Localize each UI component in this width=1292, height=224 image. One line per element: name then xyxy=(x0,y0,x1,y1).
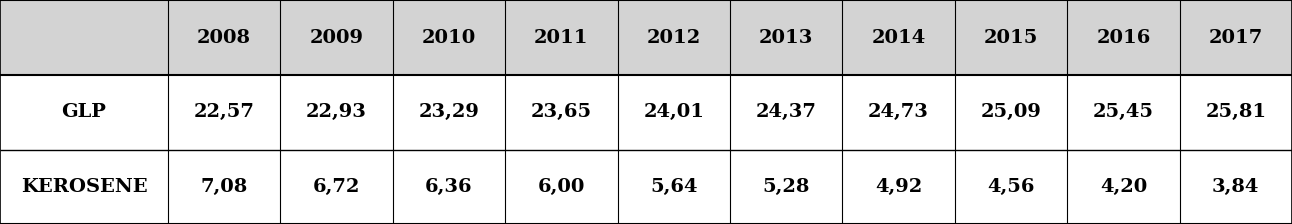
Bar xyxy=(168,150,280,224)
Bar xyxy=(393,0,505,75)
Bar xyxy=(730,150,842,224)
Bar xyxy=(955,75,1067,150)
Text: 2011: 2011 xyxy=(534,28,589,47)
Text: 24,37: 24,37 xyxy=(756,103,817,121)
Text: 25,09: 25,09 xyxy=(981,103,1041,121)
Text: 25,45: 25,45 xyxy=(1093,103,1154,121)
Text: 7,08: 7,08 xyxy=(200,178,248,196)
Text: 5,28: 5,28 xyxy=(762,178,810,196)
Text: 2012: 2012 xyxy=(647,28,700,47)
Text: 23,65: 23,65 xyxy=(531,103,592,121)
Text: 2013: 2013 xyxy=(758,28,814,47)
Bar xyxy=(280,150,393,224)
Text: 2017: 2017 xyxy=(1209,28,1262,47)
Bar xyxy=(0,75,168,150)
Text: 23,29: 23,29 xyxy=(419,103,479,121)
Bar xyxy=(1180,0,1292,75)
Text: 2014: 2014 xyxy=(872,28,925,47)
Text: 6,36: 6,36 xyxy=(425,178,473,196)
Bar xyxy=(505,150,618,224)
Bar xyxy=(393,150,505,224)
Text: 25,81: 25,81 xyxy=(1205,103,1266,121)
Text: 22,93: 22,93 xyxy=(306,103,367,121)
Text: KEROSENE: KEROSENE xyxy=(21,178,147,196)
Bar xyxy=(505,75,618,150)
Text: 2015: 2015 xyxy=(983,28,1039,47)
Bar xyxy=(618,0,730,75)
Bar xyxy=(1180,75,1292,150)
Text: 22,57: 22,57 xyxy=(194,103,255,121)
Bar xyxy=(168,75,280,150)
Bar xyxy=(618,75,730,150)
Bar xyxy=(842,75,955,150)
Bar xyxy=(0,150,168,224)
Text: 2010: 2010 xyxy=(422,28,475,47)
Bar xyxy=(393,75,505,150)
Text: 2016: 2016 xyxy=(1096,28,1151,47)
Bar xyxy=(280,0,393,75)
Bar xyxy=(842,150,955,224)
Bar xyxy=(0,0,168,75)
Bar xyxy=(1067,150,1180,224)
Text: 24,01: 24,01 xyxy=(643,103,704,121)
Text: 24,73: 24,73 xyxy=(868,103,929,121)
Bar xyxy=(618,150,730,224)
Bar xyxy=(1180,150,1292,224)
Text: 4,20: 4,20 xyxy=(1099,178,1147,196)
Bar xyxy=(955,0,1067,75)
Text: 6,00: 6,00 xyxy=(537,178,585,196)
Text: 2008: 2008 xyxy=(198,28,251,47)
Text: 2009: 2009 xyxy=(310,28,363,47)
Text: 3,84: 3,84 xyxy=(1212,178,1260,196)
Bar xyxy=(730,75,842,150)
Bar xyxy=(505,0,618,75)
Bar xyxy=(1067,75,1180,150)
Text: GLP: GLP xyxy=(62,103,106,121)
Bar xyxy=(955,150,1067,224)
Text: 4,56: 4,56 xyxy=(987,178,1035,196)
Bar xyxy=(730,0,842,75)
Bar xyxy=(842,0,955,75)
Text: 4,92: 4,92 xyxy=(875,178,922,196)
Text: 5,64: 5,64 xyxy=(650,178,698,196)
Bar xyxy=(168,0,280,75)
Bar xyxy=(280,75,393,150)
Bar xyxy=(1067,0,1180,75)
Text: 6,72: 6,72 xyxy=(313,178,360,196)
